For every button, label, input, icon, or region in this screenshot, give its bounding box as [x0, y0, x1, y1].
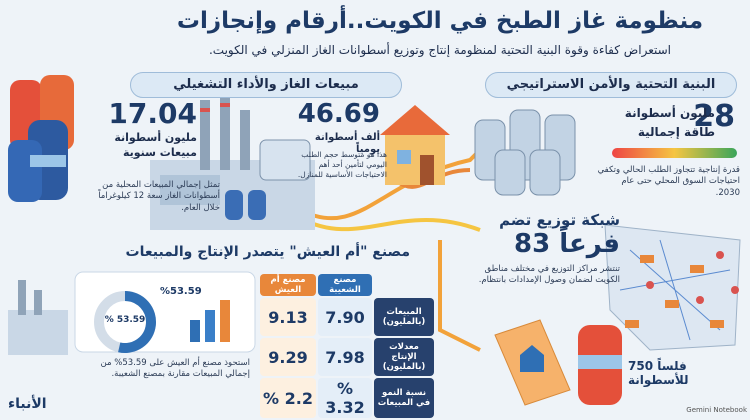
- factory-description: استحوذ مصنع أم العيش على 53.59% من إجمال…: [100, 358, 250, 380]
- row-label: معدلات الإنتاج (بالمليون): [374, 338, 434, 376]
- table-value: % 2.2: [260, 378, 316, 418]
- annual-label: مبيعات سنوية: [122, 146, 197, 159]
- table-value: 9.13: [260, 298, 316, 336]
- credit: Gemini Notebook: [686, 406, 747, 414]
- tanks-icon: [474, 109, 576, 196]
- row-label: نسبة النمو في المبيعات: [374, 378, 434, 418]
- factory-table: مصنع الشعيبة مصنع أم العيش المبيعات (بال…: [258, 272, 436, 420]
- capacity-gauge: [612, 148, 737, 158]
- capacity-unit: مليون أسطوانة: [624, 106, 715, 120]
- section-heading: البنية التحتية والأمن الاستراتيجي: [485, 72, 737, 98]
- bar-icon: [190, 300, 230, 342]
- factory-icon: [150, 95, 315, 230]
- table-corner: [374, 274, 434, 296]
- table-value: % 3.32: [317, 378, 372, 418]
- table-row: المبيعات (بالمليون) 7.90 9.13: [260, 298, 434, 336]
- subtitle: استعراض كفاءة وقوة البنية التحتية لمنظوم…: [208, 43, 672, 57]
- annual-unit: مليون أسطوانة: [114, 131, 197, 144]
- daily-number: 46.69: [297, 99, 380, 129]
- table-row: معدلات الإنتاج (بالمليون) 7.98 9.29: [260, 338, 434, 376]
- table-value: 9.29: [260, 338, 316, 376]
- section-heading: مبيعات الغاز والأداء التشغيلي: [130, 72, 402, 98]
- row-label: المبيعات (بالمليون): [374, 298, 434, 336]
- network-intro: شبكة توزيع تضم: [499, 211, 620, 229]
- small-factory-icon: [8, 280, 68, 355]
- daily-unit: ألف أسطوانة يومياً: [314, 132, 380, 155]
- factory-heading: مصنع "أم العيش" يتصدر الإنتاج والمبيعات: [125, 244, 410, 260]
- annual-number: 17.04: [108, 97, 197, 130]
- cylinders-icon: [8, 75, 74, 202]
- table-row: نسبة النمو في المبيعات % 3.32 % 2.2: [260, 378, 434, 418]
- table-header: مصنع الشعيبة مصنع أم العيش: [260, 274, 434, 296]
- donut-arc: [118, 291, 156, 353]
- table-value: 7.98: [317, 338, 372, 376]
- capacity-number: 28: [693, 99, 735, 134]
- daily-description: هذا هو متوسط حجم الطلب اليومي لتأمين أحد…: [297, 150, 387, 180]
- capacity-description: قدرة إنتاجية تتجاوز الطلب الحالي وتكفي ا…: [597, 165, 740, 198]
- table-value: 7.90: [317, 298, 372, 336]
- cylinder-icon: [578, 325, 622, 405]
- column-header: مصنع الشعيبة: [317, 274, 372, 296]
- capacity-label: طاقة إجمالية: [637, 125, 715, 139]
- annual-description: تمثل إجمالي المبيعات المحلية من أسطوانات…: [98, 180, 220, 213]
- network-description: تنتشر مراكز التوزيع في مختلف مناطق الكوي…: [478, 264, 620, 286]
- column-header: مصنع أم العيش: [260, 274, 316, 296]
- network-branches: 83 فرعاً: [514, 229, 620, 259]
- map-icon: [604, 224, 741, 351]
- house-icon: [380, 105, 450, 185]
- title: منظومة غاز الطبخ في الكويت..أرقام وإنجاز…: [176, 8, 704, 34]
- price: 750 فلساً للأسطوانة: [628, 359, 689, 387]
- share-side-label: %53.59: [160, 286, 202, 297]
- logo: الأنباء: [8, 396, 47, 412]
- price-tag-icon: [494, 319, 571, 406]
- share-center-label: % 53.59: [104, 315, 146, 325]
